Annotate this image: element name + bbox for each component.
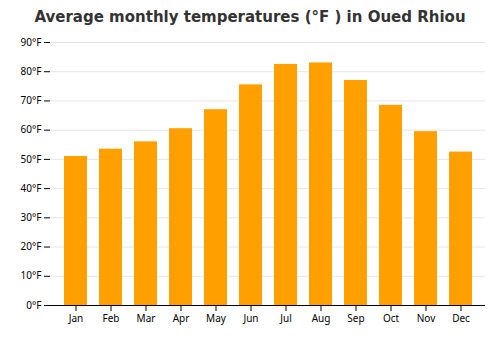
svg-text:Jun: Jun (242, 311, 258, 325)
svg-text:10°F: 10°F (21, 268, 42, 282)
svg-text:30°F: 30°F (21, 210, 42, 224)
svg-text:Mar: Mar (137, 311, 156, 325)
svg-text:0°F: 0°F (26, 298, 41, 312)
svg-text:40°F: 40°F (21, 181, 42, 195)
svg-text:90°F: 90°F (21, 35, 42, 49)
svg-text:Oct: Oct (383, 311, 400, 325)
svg-text:May: May (206, 311, 227, 325)
svg-text:Dec: Dec (452, 311, 470, 325)
svg-text:80°F: 80°F (21, 64, 42, 78)
html-text:Average monthly temperatures (: Average monthly temperatures (°F ) in Ou… (34, 8, 466, 26)
svg-text:Nov: Nov (417, 311, 436, 325)
svg-text:20°F: 20°F (21, 239, 42, 253)
svg-text:Jan: Jan (68, 311, 84, 325)
svg-text:60°F: 60°F (21, 122, 42, 136)
svg-text:Aug: Aug (312, 311, 331, 325)
svg-text:50°F: 50°F (21, 152, 42, 166)
svg-text:Feb: Feb (103, 311, 120, 325)
svg-text:Jul: Jul (279, 311, 292, 325)
svg-text:Apr: Apr (173, 311, 190, 325)
svg-text:70°F: 70°F (21, 93, 42, 107)
svg-text:Sep: Sep (347, 311, 364, 325)
